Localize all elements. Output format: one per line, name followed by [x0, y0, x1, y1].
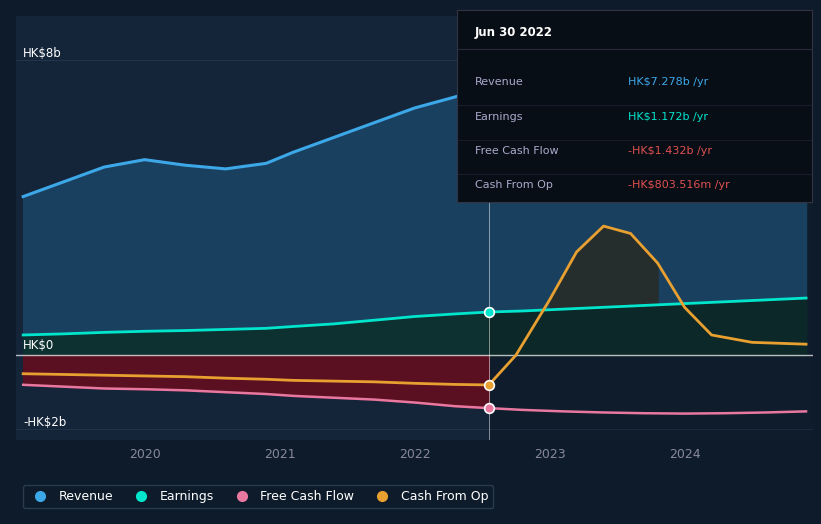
Text: -HK$2b: -HK$2b — [23, 416, 67, 429]
Text: Earnings: Earnings — [475, 112, 524, 122]
Bar — [16, 16, 488, 440]
Text: Free Cash Flow: Free Cash Flow — [475, 146, 558, 156]
Text: HK$0: HK$0 — [23, 340, 54, 352]
Text: HK$8b: HK$8b — [23, 47, 62, 60]
Text: Analysts Forecasts: Analysts Forecasts — [500, 27, 609, 40]
Text: Past: Past — [457, 27, 482, 40]
Text: -HK$1.432b /yr: -HK$1.432b /yr — [627, 146, 712, 156]
Text: Revenue: Revenue — [475, 77, 524, 87]
Text: HK$1.172b /yr: HK$1.172b /yr — [627, 112, 708, 122]
Text: HK$7.278b /yr: HK$7.278b /yr — [627, 77, 708, 87]
Bar — [488, 16, 813, 440]
Legend: Revenue, Earnings, Free Cash Flow, Cash From Op: Revenue, Earnings, Free Cash Flow, Cash … — [23, 485, 493, 508]
Text: Cash From Op: Cash From Op — [475, 180, 553, 191]
Text: -HK$803.516m /yr: -HK$803.516m /yr — [627, 180, 729, 191]
Text: Jun 30 2022: Jun 30 2022 — [475, 26, 553, 39]
